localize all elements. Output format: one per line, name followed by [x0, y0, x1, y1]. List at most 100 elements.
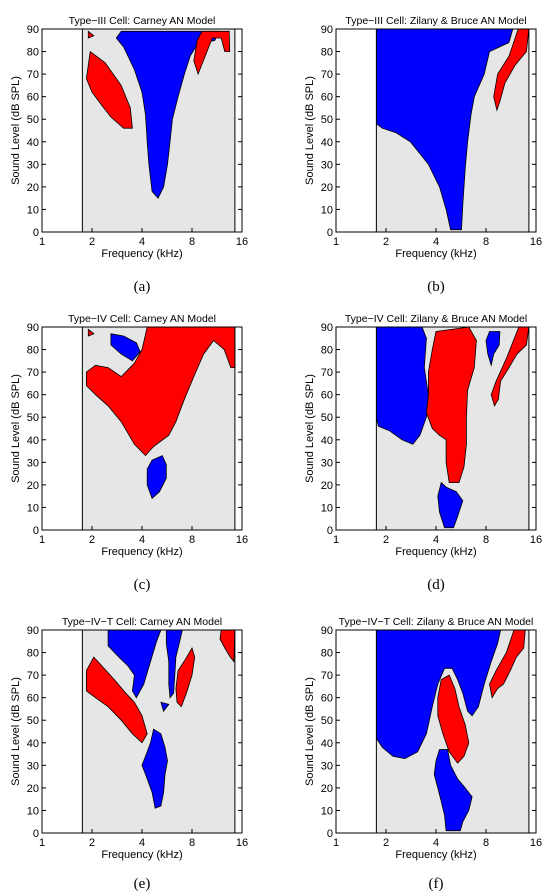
excitatory-region-0	[107, 629, 162, 699]
y-tick-label: 20	[321, 182, 333, 194]
excitatory-region-4	[437, 481, 464, 529]
y-tick-label: 10	[321, 502, 333, 514]
y-tick-label: 20	[321, 480, 333, 492]
x-tick-label: 2	[89, 534, 95, 546]
inhibitory-region-1	[85, 50, 133, 129]
panel-0: Type−III Cell: Carney AN Model 0 10 20 30 40 5…	[10, 15, 248, 295]
y-tick-label: 90	[321, 322, 333, 334]
y-tick-label: 90	[27, 625, 39, 637]
x-axis-label: Frequency (kHz)	[101, 248, 182, 260]
panel-3: Type−IV Cell: Zilany & Bruce AN Model 0 10…	[304, 313, 542, 593]
excitatory-region-0	[375, 629, 502, 760]
panel-title: Type−III Cell: Carney AN Model	[69, 15, 216, 27]
excitatory-region-3	[433, 749, 473, 832]
inhibitory-region-2	[87, 30, 95, 39]
inhibitory-region-2	[437, 674, 470, 764]
panel-caption: (c)	[134, 577, 151, 593]
y-tick-label: 80	[27, 47, 39, 59]
y-tick-label: 80	[321, 648, 333, 660]
y-tick-label: 50	[27, 715, 39, 727]
x-tick-label: 2	[89, 236, 95, 248]
x-tick-label: 16	[530, 236, 542, 248]
y-tick-label: 90	[321, 625, 333, 637]
y-tick-label: 50	[27, 412, 39, 424]
inhibitory-region-0	[86, 326, 236, 457]
y-tick-label: 90	[321, 24, 333, 36]
panel-title: Type−IV−T Cell: Carney AN Model	[62, 616, 222, 628]
x-tick-label: 1	[39, 236, 45, 248]
x-tick-label: 1	[39, 837, 45, 849]
y-tick-label: 0	[33, 525, 39, 537]
panel-caption: (b)	[427, 279, 445, 295]
y-tick-label: 30	[27, 159, 39, 171]
panel-4: Type−IV−T Cell: Carney AN Model 0 10 20 30 40…	[10, 616, 248, 892]
inhibitory-region-3	[193, 30, 231, 76]
y-tick-label: 50	[321, 412, 333, 424]
panel-caption: (a)	[134, 279, 151, 295]
panel-caption: (f)	[429, 876, 444, 892]
y-tick-label: 70	[27, 69, 39, 81]
x-tick-label: 16	[236, 236, 248, 248]
x-axis-label: Frequency (kHz)	[395, 248, 476, 260]
panel-caption: (d)	[427, 577, 445, 593]
excitatory-region-0	[375, 28, 514, 231]
y-tick-label: 50	[321, 715, 333, 727]
y-tick-label: 90	[27, 24, 39, 36]
x-axis-label: Frequency (kHz)	[101, 546, 182, 558]
panel-2: Type−IV Cell: Carney AN Model 0 10 20 30 40 50…	[10, 313, 248, 593]
y-axis-label: Sound Level (dB SPL)	[10, 76, 22, 185]
x-tick-label: 8	[483, 236, 489, 248]
y-tick-label: 10	[27, 204, 39, 216]
y-tick-label: 30	[321, 159, 333, 171]
x-tick-label: 8	[189, 837, 195, 849]
y-axis-label: Sound Level (dB SPL)	[10, 374, 22, 483]
inhibitory-region-3	[86, 656, 148, 744]
y-tick-label: 40	[321, 435, 333, 447]
y-tick-label: 30	[27, 457, 39, 469]
y-tick-label: 70	[321, 69, 333, 81]
inhibitory-region-1	[489, 629, 526, 699]
x-axis-label: Frequency (kHz)	[395, 546, 476, 558]
y-tick-label: 80	[321, 47, 333, 59]
x-tick-label: 16	[236, 534, 248, 546]
y-tick-label: 70	[321, 367, 333, 379]
y-tick-label: 60	[27, 390, 39, 402]
y-tick-label: 60	[321, 693, 333, 705]
excitatory-region-0	[115, 30, 219, 199]
y-tick-label: 30	[27, 760, 39, 772]
y-tick-label: 0	[327, 828, 333, 840]
excitatory-region-2	[110, 333, 141, 362]
x-axis-label: Frequency (kHz)	[101, 849, 182, 861]
y-tick-label: 60	[27, 92, 39, 104]
y-tick-label: 40	[321, 137, 333, 149]
x-tick-label: 4	[433, 837, 439, 849]
y-tick-label: 20	[321, 783, 333, 795]
y-tick-label: 0	[33, 227, 39, 239]
y-tick-label: 20	[27, 480, 39, 492]
x-tick-label: 16	[530, 534, 542, 546]
y-tick-label: 90	[27, 322, 39, 334]
panel-title: Type−IV Cell: Zilany & Bruce AN Model	[345, 313, 527, 325]
y-tick-label: 60	[321, 390, 333, 402]
panel-title: Type−IV Cell: Carney AN Model	[68, 313, 216, 325]
x-tick-label: 2	[383, 534, 389, 546]
y-tick-label: 80	[27, 345, 39, 357]
x-tick-label: 8	[483, 534, 489, 546]
y-axis-label: Sound Level (dB SPL)	[304, 76, 316, 185]
y-axis-label: Sound Level (dB SPL)	[10, 677, 22, 786]
x-tick-label: 2	[383, 236, 389, 248]
y-tick-label: 40	[27, 435, 39, 447]
y-tick-label: 60	[27, 693, 39, 705]
x-tick-label: 2	[383, 837, 389, 849]
panel-caption: (e)	[134, 876, 151, 892]
y-tick-label: 20	[27, 783, 39, 795]
x-tick-label: 1	[333, 837, 339, 849]
y-tick-label: 0	[33, 828, 39, 840]
x-tick-label: 1	[39, 534, 45, 546]
y-tick-label: 10	[321, 805, 333, 817]
inhibitory-region-2	[175, 647, 196, 708]
inhibitory-region-1	[87, 328, 95, 337]
x-tick-label: 4	[139, 837, 145, 849]
y-tick-label: 10	[27, 805, 39, 817]
x-tick-label: 8	[189, 236, 195, 248]
